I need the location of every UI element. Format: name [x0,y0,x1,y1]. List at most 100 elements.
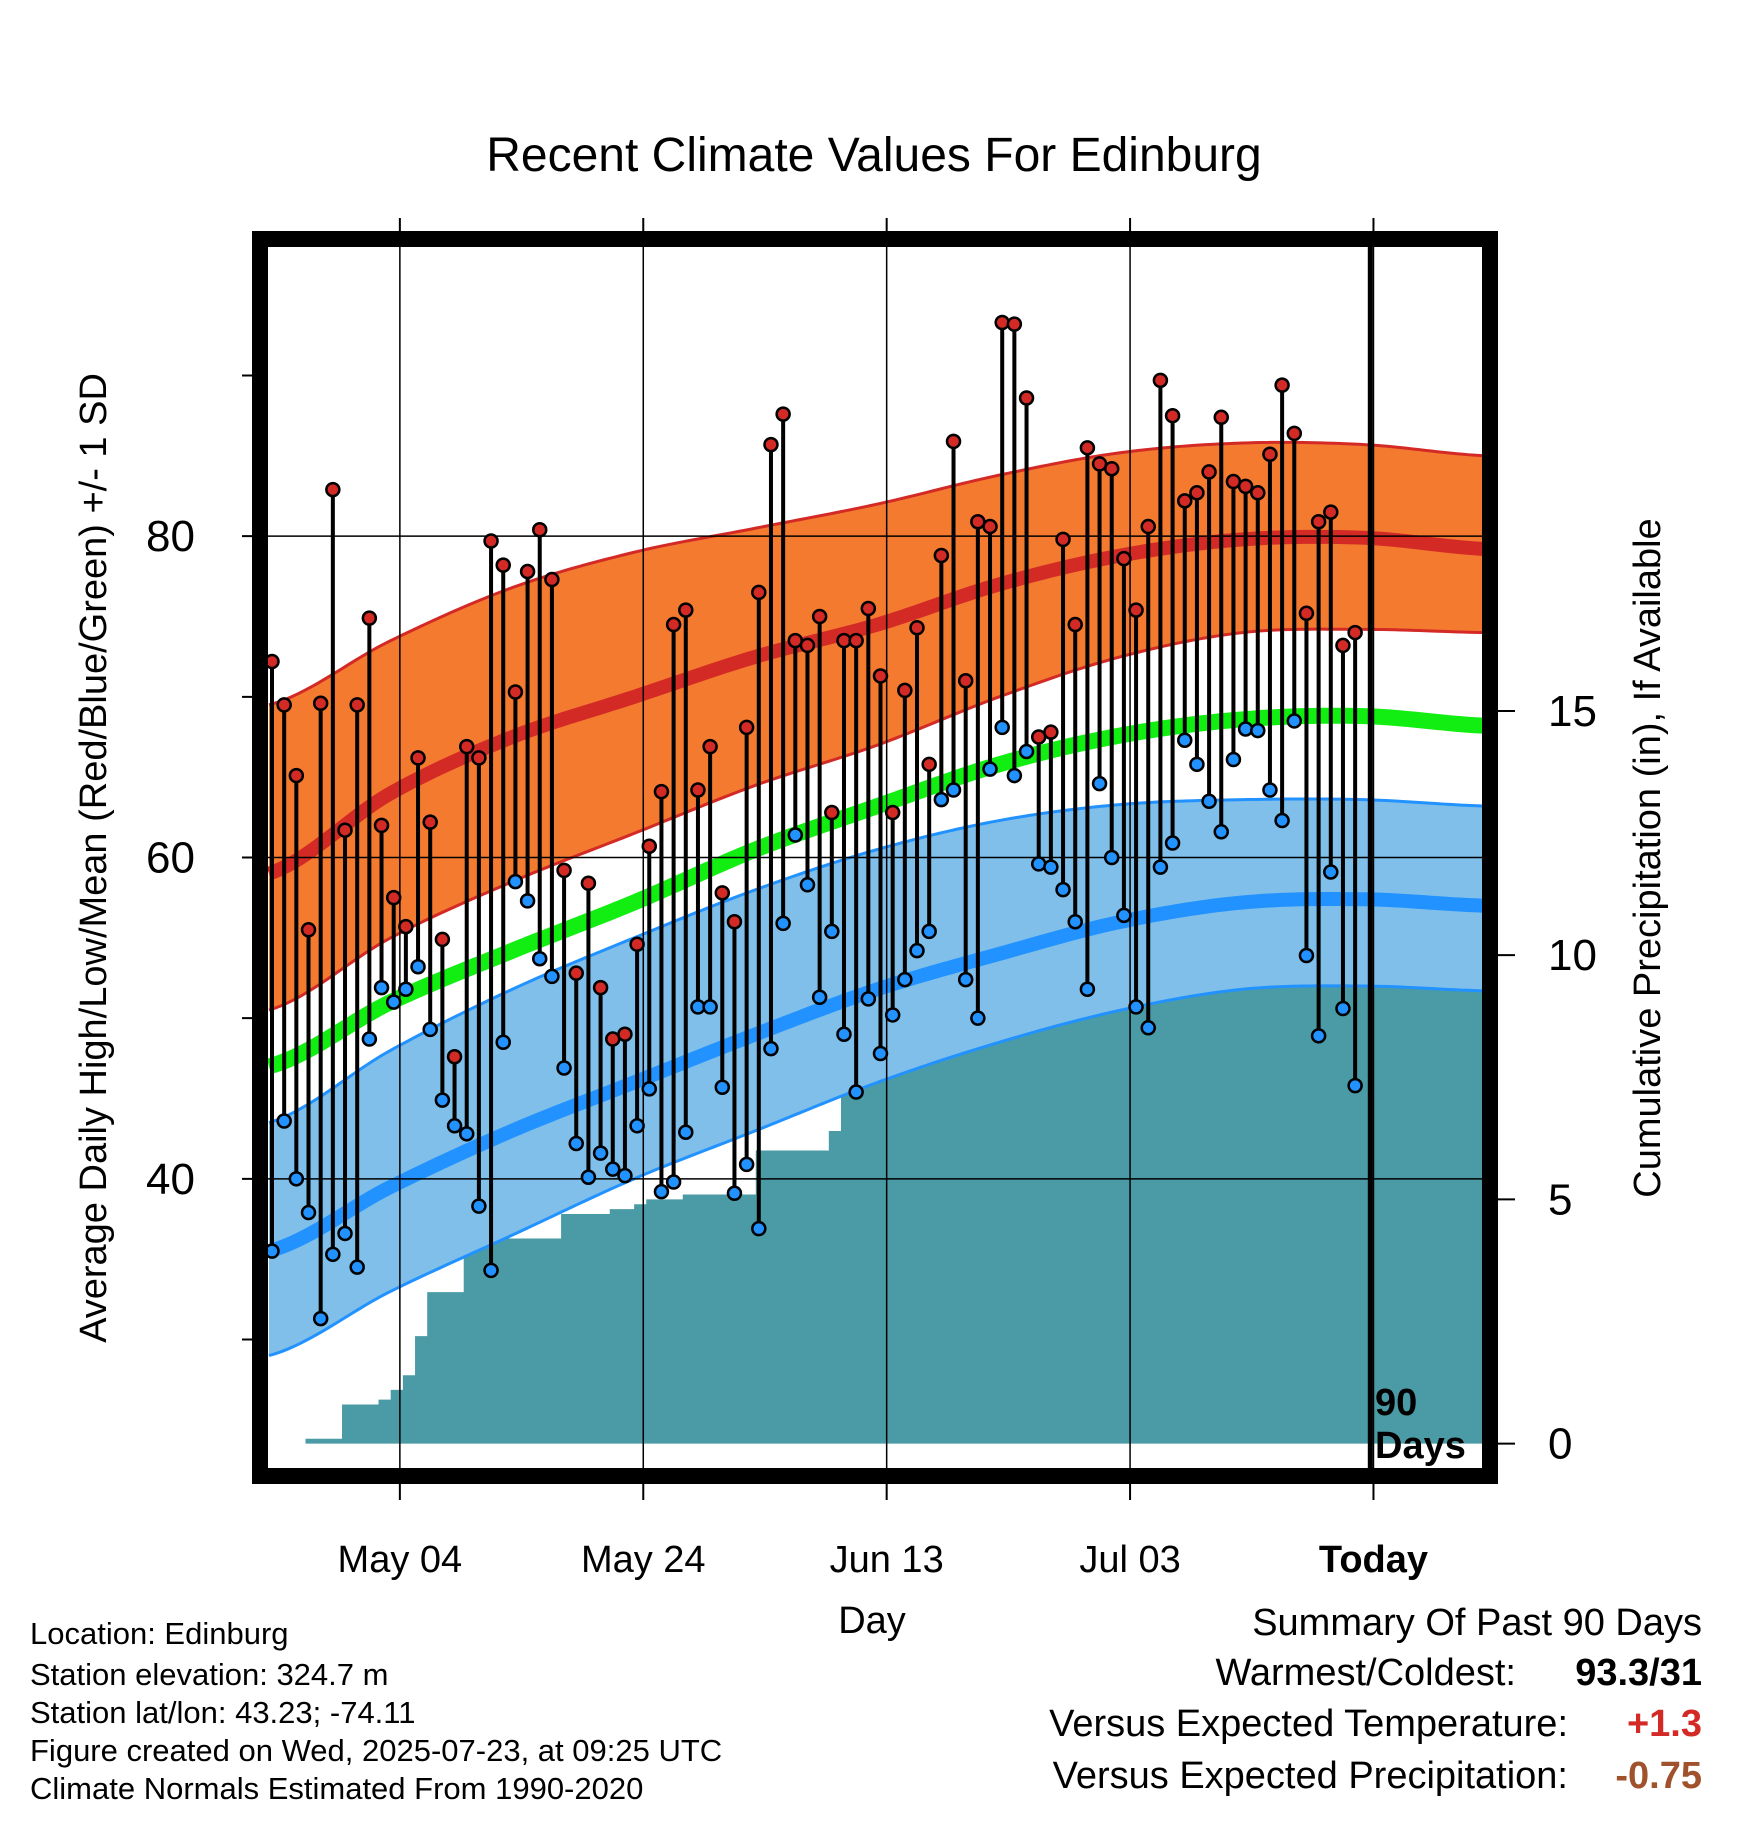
daily-high-point [641,838,658,855]
daily-high-point [957,673,974,689]
daily-low-point [653,1183,670,1200]
daily-high-point [519,563,536,580]
precip-cumulative-area [269,872,1482,1444]
daily-high-point [726,914,743,930]
daily-high-point [665,616,682,633]
daily-low-point [726,1185,743,1202]
daily-high-point [1140,518,1156,535]
daily-high-point [495,557,511,573]
summary-warm-cold-label: Warmest/Coldest: [1215,1652,1516,1694]
y-axis-title-right: Cumulative Precipitation (in), If Availa… [1627,518,1669,1197]
daily-high-point [422,814,438,830]
daily-high-point [1128,602,1144,618]
daily-low-point [617,1167,633,1184]
daily-low-point [1274,812,1290,829]
info-normals: Climate Normals Estimated From 1990-2020 [30,1771,644,1806]
y-tick-label-right: 10 [1548,931,1597,980]
daily-high-point [337,822,353,838]
daily-high-point [702,738,718,755]
daily-low-point [933,791,950,808]
daily-high-point [312,695,329,712]
info-elevation: Station elevation: 324.7 m [30,1657,389,1692]
daily-high-point [544,571,560,588]
daily-high-point [921,756,937,773]
daily-high-point [1335,637,1351,654]
daily-high-point [398,918,414,935]
daily-low-point [860,991,877,1007]
daily-low-point [848,1084,864,1100]
daily-high-point [1164,407,1181,424]
daily-low-point [994,719,1010,736]
daily-low-point [945,782,962,798]
daily-low-point [641,1081,658,1097]
daily-low-point [1128,999,1144,1015]
daily-low-point [1310,1028,1327,1044]
daily-low-point [775,915,791,932]
daily-high-point [617,1026,633,1042]
daily-high-point [434,931,451,948]
daily-low-point [276,1113,292,1129]
daily-low-point [1335,1000,1351,1017]
daily-high-point [325,481,341,498]
daily-high-point [349,697,365,713]
daily-high-point [1201,464,1217,480]
daily-high-point [1067,616,1083,633]
daily-high-point [909,620,925,636]
daily-high-point [1250,485,1266,501]
daily-low-point [483,1262,499,1279]
daily-high-point [458,738,475,755]
daily-high-point [945,433,962,450]
daily-low-point [434,1092,451,1108]
low-sd-band [269,798,1482,1356]
y-tick-label-left: 60 [146,834,195,883]
daily-low-point [398,981,414,997]
daily-high-point [580,875,597,891]
daily-high-point [507,684,524,700]
daily-high-point [738,719,755,736]
daily-low-point [385,994,402,1010]
daily-high-point [714,885,731,901]
daily-low-point [1116,907,1132,924]
x-tick-label: Jul 03 [1079,1539,1180,1581]
daily-low-point [970,1010,986,1026]
daily-high-point [592,979,609,996]
x-axis-title: Day [838,1600,906,1642]
daily-low-point [1286,713,1303,729]
daily-low-point [836,1026,852,1042]
daily-high-point [811,608,828,625]
daily-low-point [1091,775,1108,792]
daily-low-point [897,971,913,988]
daily-high-point [1323,504,1339,520]
daily-high-point [1018,390,1035,406]
summary-temp-value: +1.3 [1626,1703,1702,1745]
daily-low-point [1164,835,1181,851]
daily-high-point [268,653,280,670]
daily-high-point [982,518,998,535]
daily-high-point [373,817,390,834]
daily-low-point [361,1031,378,1047]
daily-low-point [605,1161,621,1177]
daily-high-point [1298,605,1315,622]
daily-high-point [300,922,317,938]
daily-high-point [1177,493,1193,509]
summary-warm-cold-value: 93.3/31 [1575,1652,1702,1694]
daily-low-point [1189,756,1205,773]
daily-low-point [531,950,548,967]
y-tick-label-left: 80 [146,512,195,561]
x-tick-label: Jun 13 [830,1539,944,1581]
daily-high-point [824,804,840,821]
low-lower-edge [268,984,1482,1357]
daily-high-point [1103,460,1120,477]
daily-high-point [1079,440,1096,456]
daily-low-point [799,877,816,893]
x-tick-label: May 04 [338,1539,463,1581]
daily-low-point [495,1034,511,1051]
daily-high-point [1286,425,1303,442]
info-latlon: Station lat/lon: 43.23; -74.11 [30,1695,416,1730]
daily-high-point [1116,550,1132,567]
daily-high-point [994,314,1010,331]
daily-low-point [312,1310,329,1327]
daily-low-point [629,1118,645,1134]
daily-high-point [361,610,378,626]
daily-low-point [714,1079,731,1095]
